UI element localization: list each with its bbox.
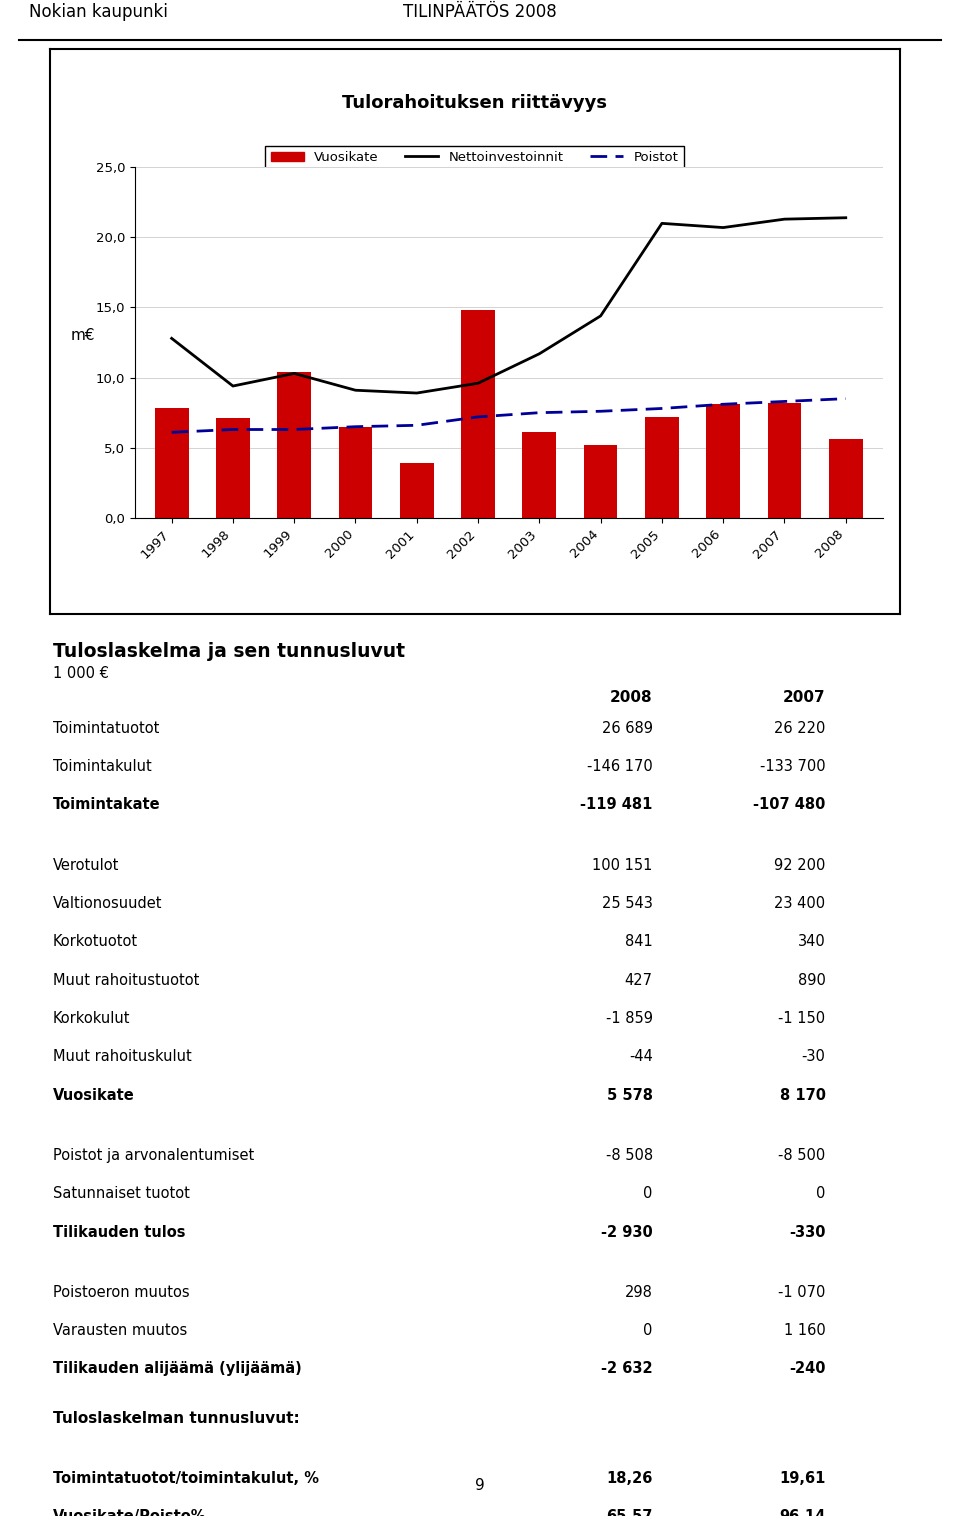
Bar [707,405,740,518]
Text: 18,26: 18,26 [607,1471,653,1486]
Text: -2 930: -2 930 [601,1225,653,1240]
Text: -119 481: -119 481 [581,797,653,813]
Text: 92 200: 92 200 [774,858,826,873]
Bar [155,408,188,518]
Text: 427: 427 [625,973,653,987]
Text: 2007: 2007 [783,690,826,705]
Text: Tulorahoituksen riittävyys: Tulorahoituksen riittävyys [342,94,608,112]
Text: -1 859: -1 859 [606,1011,653,1026]
Text: 26 689: 26 689 [602,720,653,735]
Text: 96,14: 96,14 [780,1508,826,1516]
Text: Satunnaiset tuotot: Satunnaiset tuotot [53,1186,190,1201]
Text: -2 632: -2 632 [601,1361,653,1377]
Text: Muut rahoituskulut: Muut rahoituskulut [53,1049,192,1064]
Bar [400,464,434,518]
Text: -133 700: -133 700 [760,760,826,775]
Text: TILINPÄÄTÖS 2008: TILINPÄÄTÖS 2008 [403,3,557,21]
Text: -44: -44 [629,1049,653,1064]
Text: 298: 298 [625,1284,653,1299]
Text: 25 543: 25 543 [602,896,653,911]
Bar [216,418,250,518]
Bar [768,403,802,518]
Text: 19,61: 19,61 [780,1471,826,1486]
Text: 9: 9 [475,1478,485,1493]
Text: 340: 340 [798,934,826,949]
Legend: Vuosikate, Nettoinvestoinnit, Poistot: Vuosikate, Nettoinvestoinnit, Poistot [266,146,684,170]
Text: Vuosikate: Vuosikate [53,1087,134,1102]
Text: Valtionosuudet: Valtionosuudet [53,896,162,911]
Text: -107 480: -107 480 [754,797,826,813]
Text: Verotulot: Verotulot [53,858,119,873]
Text: 5 578: 5 578 [607,1087,653,1102]
Text: Varausten muutos: Varausten muutos [53,1323,187,1339]
Bar [522,432,556,518]
Text: 0: 0 [643,1323,653,1339]
Bar [645,417,679,518]
Text: Korkotuotot: Korkotuotot [53,934,138,949]
Text: 65,57: 65,57 [607,1508,653,1516]
Bar [461,311,495,518]
Bar [584,444,617,518]
Text: 0: 0 [643,1186,653,1201]
Text: -30: -30 [802,1049,826,1064]
Text: -240: -240 [789,1361,826,1377]
Text: -1 070: -1 070 [779,1284,826,1299]
Text: Vuosikate/Poisto%: Vuosikate/Poisto% [53,1508,206,1516]
Text: 1 160: 1 160 [784,1323,826,1339]
Text: Toimintakate: Toimintakate [53,797,160,813]
Text: Toimintatuotot/toimintakulut, %: Toimintatuotot/toimintakulut, % [53,1471,319,1486]
Text: Nokian kaupunki: Nokian kaupunki [29,3,168,21]
Text: Tilikauden tulos: Tilikauden tulos [53,1225,185,1240]
Text: 890: 890 [798,973,826,987]
Y-axis label: m€: m€ [70,327,95,343]
Text: Tuloslaskelma ja sen tunnusluvut: Tuloslaskelma ja sen tunnusluvut [53,643,405,661]
Text: Poistot ja arvonalentumiset: Poistot ja arvonalentumiset [53,1148,254,1163]
Text: 100 151: 100 151 [592,858,653,873]
Text: Poistoeron muutos: Poistoeron muutos [53,1284,189,1299]
Text: 8 170: 8 170 [780,1087,826,1102]
Text: Muut rahoitustuotot: Muut rahoitustuotot [53,973,199,987]
Text: 26 220: 26 220 [774,720,826,735]
Text: -1 150: -1 150 [779,1011,826,1026]
Text: -330: -330 [789,1225,826,1240]
Bar [828,440,863,518]
Text: -8 508: -8 508 [606,1148,653,1163]
Text: Toimintakulut: Toimintakulut [53,760,152,775]
Text: 0: 0 [816,1186,826,1201]
Text: -146 170: -146 170 [588,760,653,775]
Text: Korkokulut: Korkokulut [53,1011,131,1026]
Text: Toimintatuotot: Toimintatuotot [53,720,159,735]
Text: -8 500: -8 500 [779,1148,826,1163]
Bar [339,426,372,518]
Text: 1 000 €: 1 000 € [53,666,108,681]
Text: Tuloslaskelman tunnusluvut:: Tuloslaskelman tunnusluvut: [53,1410,300,1425]
Bar [277,371,311,518]
Text: 841: 841 [625,934,653,949]
Text: 2008: 2008 [611,690,653,705]
Text: Tilikauden alijäämä (ylijäämä): Tilikauden alijäämä (ylijäämä) [53,1361,301,1377]
Text: 23 400: 23 400 [775,896,826,911]
